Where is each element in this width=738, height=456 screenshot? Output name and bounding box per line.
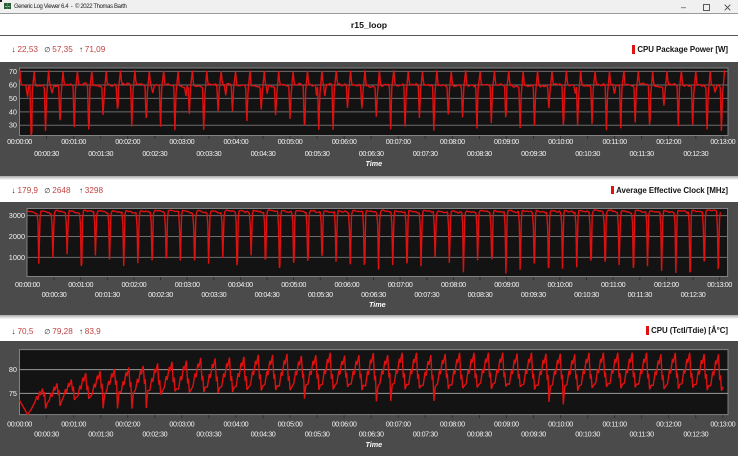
svg-text:00:09:30: 00:09:30 <box>521 149 546 158</box>
svg-text:40: 40 <box>9 107 17 116</box>
svg-text:3000: 3000 <box>9 211 25 220</box>
svg-text:00:03:30: 00:03:30 <box>201 290 226 299</box>
svg-text:00:05:00: 00:05:00 <box>278 137 303 146</box>
svg-text:00:04:00: 00:04:00 <box>224 137 249 146</box>
svg-text:00:05:00: 00:05:00 <box>281 280 306 289</box>
svg-text:00:04:00: 00:04:00 <box>228 280 253 289</box>
svg-text:60: 60 <box>9 81 17 90</box>
svg-text:00:12:00: 00:12:00 <box>656 137 681 146</box>
svg-text:00:04:30: 00:04:30 <box>255 290 280 299</box>
svg-text:00:12:00: 00:12:00 <box>656 420 681 429</box>
svg-text:00:07:00: 00:07:00 <box>388 280 413 289</box>
svg-text:00:09:30: 00:09:30 <box>521 290 546 299</box>
svg-text:00:01:00: 00:01:00 <box>68 280 93 289</box>
svg-text:00:08:30: 00:08:30 <box>467 430 492 439</box>
svg-text:00:06:30: 00:06:30 <box>359 430 384 439</box>
svg-text:00:01:30: 00:01:30 <box>88 430 113 439</box>
svg-text:00:11:30: 00:11:30 <box>628 290 653 299</box>
svg-text:00:06:00: 00:06:00 <box>335 280 360 289</box>
svg-text:Time: Time <box>365 440 382 449</box>
svg-text:00:08:30: 00:08:30 <box>468 290 493 299</box>
svg-text:30: 30 <box>9 121 17 130</box>
svg-text:00:12:30: 00:12:30 <box>683 149 708 158</box>
svg-text:00:09:00: 00:09:00 <box>494 280 519 289</box>
svg-text:00:03:00: 00:03:00 <box>169 420 194 429</box>
svg-text:00:11:00: 00:11:00 <box>602 420 627 429</box>
svg-text:1000: 1000 <box>9 253 25 262</box>
svg-text:00:00:30: 00:00:30 <box>34 430 59 439</box>
svg-text:00:03:30: 00:03:30 <box>196 430 221 439</box>
svg-text:00:05:00: 00:05:00 <box>278 420 303 429</box>
svg-text:00:12:30: 00:12:30 <box>683 430 708 439</box>
svg-text:00:07:00: 00:07:00 <box>386 137 411 146</box>
svg-text:00:05:30: 00:05:30 <box>305 149 330 158</box>
svg-text:00:06:30: 00:06:30 <box>361 290 386 299</box>
svg-text:00:02:00: 00:02:00 <box>122 280 147 289</box>
svg-text:00:10:30: 00:10:30 <box>574 290 599 299</box>
svg-text:00:00:00: 00:00:00 <box>7 420 32 429</box>
svg-text:00:05:30: 00:05:30 <box>308 290 333 299</box>
svg-text:00:11:30: 00:11:30 <box>629 149 654 158</box>
svg-text:00:07:30: 00:07:30 <box>413 430 438 439</box>
svg-text:00:02:00: 00:02:00 <box>115 420 140 429</box>
svg-text:00:05:30: 00:05:30 <box>305 430 330 439</box>
svg-text:Time: Time <box>365 159 382 168</box>
svg-text:00:03:00: 00:03:00 <box>169 137 194 146</box>
svg-text:00:11:30: 00:11:30 <box>629 430 654 439</box>
svg-text:00:13:00: 00:13:00 <box>710 420 735 429</box>
svg-text:80: 80 <box>9 365 17 374</box>
svg-text:00:07:30: 00:07:30 <box>413 149 438 158</box>
svg-text:00:00:00: 00:00:00 <box>15 280 40 289</box>
svg-text:00:06:00: 00:06:00 <box>332 137 357 146</box>
svg-text:00:12:30: 00:12:30 <box>681 290 706 299</box>
svg-text:00:06:00: 00:06:00 <box>332 420 357 429</box>
svg-text:00:02:30: 00:02:30 <box>142 149 167 158</box>
svg-text:00:07:00: 00:07:00 <box>386 420 411 429</box>
svg-text:00:08:00: 00:08:00 <box>440 420 465 429</box>
svg-text:70: 70 <box>9 67 17 76</box>
svg-text:00:12:00: 00:12:00 <box>654 280 679 289</box>
svg-text:Time: Time <box>369 300 386 309</box>
svg-text:00:03:30: 00:03:30 <box>196 149 221 158</box>
svg-text:00:08:00: 00:08:00 <box>441 280 466 289</box>
svg-text:00:01:30: 00:01:30 <box>95 290 120 299</box>
svg-text:00:01:30: 00:01:30 <box>88 149 113 158</box>
svg-text:50: 50 <box>9 94 17 103</box>
svg-text:00:00:30: 00:00:30 <box>34 149 59 158</box>
svg-text:00:09:00: 00:09:00 <box>494 420 519 429</box>
svg-text:00:03:00: 00:03:00 <box>175 280 200 289</box>
svg-text:75: 75 <box>9 389 17 398</box>
svg-text:00:08:30: 00:08:30 <box>467 149 492 158</box>
svg-text:00:00:30: 00:00:30 <box>42 290 67 299</box>
svg-text:00:13:00: 00:13:00 <box>710 137 735 146</box>
svg-text:00:01:00: 00:01:00 <box>61 420 86 429</box>
svg-text:00:13:00: 00:13:00 <box>707 280 732 289</box>
svg-text:00:04:30: 00:04:30 <box>251 149 276 158</box>
svg-text:00:11:00: 00:11:00 <box>602 137 627 146</box>
svg-text:00:04:30: 00:04:30 <box>251 430 276 439</box>
svg-text:00:07:30: 00:07:30 <box>414 290 439 299</box>
svg-text:00:02:30: 00:02:30 <box>148 290 173 299</box>
svg-text:00:06:30: 00:06:30 <box>359 149 384 158</box>
svg-text:00:10:30: 00:10:30 <box>575 149 600 158</box>
svg-text:2000: 2000 <box>9 232 25 241</box>
svg-text:00:08:00: 00:08:00 <box>440 137 465 146</box>
svg-text:00:02:00: 00:02:00 <box>115 137 140 146</box>
svg-text:00:10:00: 00:10:00 <box>548 137 573 146</box>
svg-text:00:10:00: 00:10:00 <box>548 420 573 429</box>
svg-text:00:00:00: 00:00:00 <box>7 137 32 146</box>
svg-text:00:04:00: 00:04:00 <box>224 420 249 429</box>
svg-text:00:01:00: 00:01:00 <box>61 137 86 146</box>
svg-text:00:10:30: 00:10:30 <box>575 430 600 439</box>
svg-text:00:09:30: 00:09:30 <box>521 430 546 439</box>
svg-text:00:10:00: 00:10:00 <box>548 280 573 289</box>
svg-text:00:09:00: 00:09:00 <box>494 137 519 146</box>
svg-text:00:02:30: 00:02:30 <box>142 430 167 439</box>
svg-text:00:11:00: 00:11:00 <box>601 280 626 289</box>
